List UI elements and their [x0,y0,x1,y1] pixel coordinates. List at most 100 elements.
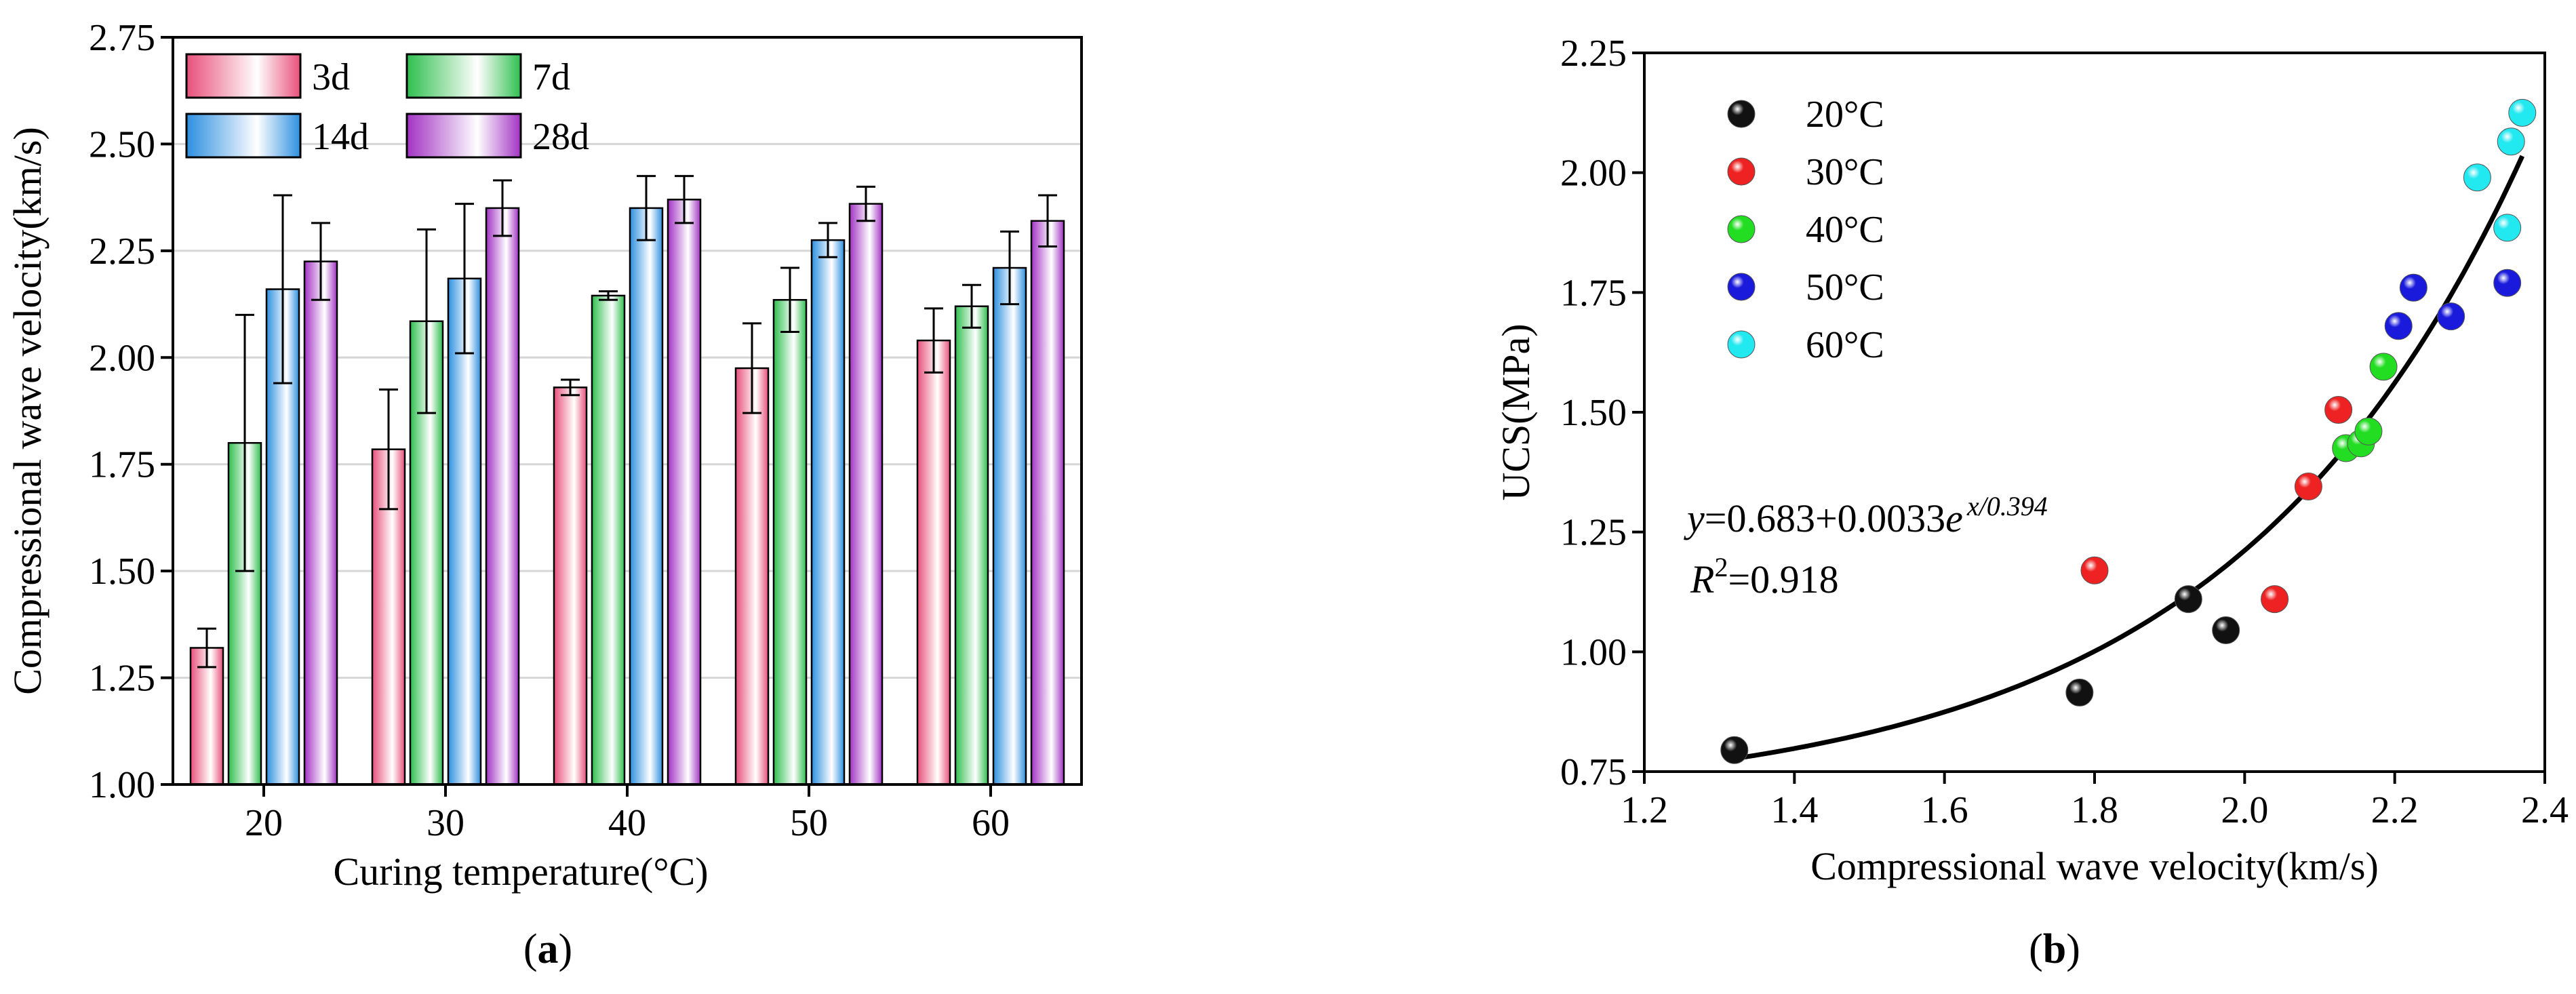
x-tick-label: 2.0 [2221,789,2268,831]
x-tick-label: 30 [427,802,464,844]
y-tick-label: 1.50 [1560,392,1627,434]
y-tick-label: 2.25 [1560,33,1627,75]
y-tick-label: 0.75 [1560,751,1627,793]
x-tick-label: 60 [972,802,1010,844]
bar-chart-x-axis-title: Curing temperature(°C) [333,850,708,894]
fit-r-squared: R2=0.918 [1690,552,1839,601]
x-tick-label: 20 [245,802,283,844]
legend-marker [1727,215,1756,243]
legend-label: 20°C [1806,94,1884,136]
scatter-points [1720,98,2537,764]
bar [591,294,626,786]
bar [189,647,224,786]
scatter-point [2065,678,2094,707]
y-tick-label: 2.25 [89,231,155,273]
scatter-x-axis: 1.2 1.4 1.6 1.8 2.0 2.2 2.4 [1621,772,2569,831]
scatter-chart-panel-b: 0.751.001.251.501.752.002.25 1.2 1.4 1.6 1.… [1494,33,2569,972]
panel-a-letter: a [538,926,559,972]
y-tick-label: 1.00 [1560,631,1627,673]
legend-marker [1727,100,1756,128]
eq-exponent: x/0.394 [1966,491,2048,521]
bar [629,207,664,786]
eq-y-var: y [1684,496,1705,540]
r2-r: R [1690,557,1714,601]
scatter-point [2399,273,2428,302]
y-tick-label: 1.50 [89,551,155,593]
legend-label: 30°C [1806,151,1884,193]
scatter-plot-frame [1643,52,2546,773]
legend-marker [1727,330,1756,359]
x-tick-label: 1.2 [1621,789,1668,831]
eq-body: =0.683+0.0033 [1705,496,1945,540]
y-tick-label: 1.75 [89,444,155,486]
y-tick-label: 2.50 [89,123,155,165]
x-tick-label: 1.8 [2071,789,2118,831]
bar [485,207,520,786]
legend-label: 7d [532,56,570,98]
legend-label: 40°C [1806,209,1884,251]
bar [667,199,702,786]
bar-chart-y-axis: 1.00 1.25 1.50 1.75 2.00 2.25 2.50 2.75 [89,17,173,806]
scatter-point [2174,585,2202,614]
scatter-point [2384,312,2413,340]
legend-label: 3d [312,56,350,98]
y-tick-label: 2.00 [89,337,155,379]
x-tick-label: 2.2 [2371,789,2419,831]
x-tick-label: 1.6 [1921,789,1968,831]
x-tick-label: 40 [608,802,646,844]
bar [1030,220,1065,786]
r2-value: =0.918 [1728,557,1838,601]
legend-swatch [405,113,522,159]
legend-swatch [185,53,302,99]
scatter-point [2508,98,2537,127]
scatter-point [2493,214,2522,242]
bar [992,266,1027,786]
bar [810,239,846,786]
scatter-point [2369,353,2398,381]
bar [848,203,884,786]
legend-swatch [185,113,302,159]
eq-e: e [1945,496,1963,540]
scatter-point [2261,585,2289,614]
bar [734,367,770,786]
scatter-point [2493,269,2522,297]
bar-chart-legend: 3d 7d 14d 28d [185,53,589,159]
bar [447,277,482,786]
legend-marker [1727,157,1756,186]
y-tick-label: 1.25 [89,658,155,700]
scatter-x-axis-title: Compressional wave velocity(km/s) [1810,844,2379,888]
scatter-point [1720,736,1749,764]
bar-chart-y-axis-title: Compressional wave velocity(km/s) [5,127,49,695]
scatter-legend: 20°C 30°C 40°C 50°C 60°C [1727,94,1884,366]
panel-a-caption: (a) [523,926,572,972]
bar [553,386,588,786]
scatter-point [2212,616,2240,645]
scatter-point [2294,473,2322,501]
scatter-point [2497,127,2525,156]
scatter-point [2080,556,2109,584]
bar [772,299,808,786]
scatter-point [2324,395,2353,424]
legend-label: 14d [312,116,369,158]
y-tick-label: 1.25 [1560,512,1627,554]
bar [916,339,951,786]
legend-swatch [405,53,522,99]
legend-label: 50°C [1806,266,1884,309]
scatter-y-axis-title: UCS(MPa) [1494,323,1538,500]
bar-chart-panel-a: 1.00 1.25 1.50 1.75 2.00 2.25 2.50 2.75 20 30 40 5… [5,17,1083,972]
panel-b-caption: (b) [2029,926,2080,972]
scatter-point [2354,417,2383,445]
bar [954,305,989,786]
bar-chart-error-bars [197,175,1057,669]
bar [303,260,338,786]
panel-b-letter: b [2043,926,2066,972]
scatter-y-axis: 0.75 1.00 1.25 1.50 1.75 2.00 2.25 [1560,33,1644,793]
y-tick-label: 1.75 [1560,272,1627,314]
legend-label: 60°C [1806,324,1884,366]
exponential-fit-curve [1734,155,2524,761]
legend-marker [1727,273,1756,301]
legend-label: 28d [532,116,589,158]
bar-chart-x-axis: 20 30 40 50 60 [245,784,1010,844]
y-tick-label: 2.00 [1560,153,1627,195]
